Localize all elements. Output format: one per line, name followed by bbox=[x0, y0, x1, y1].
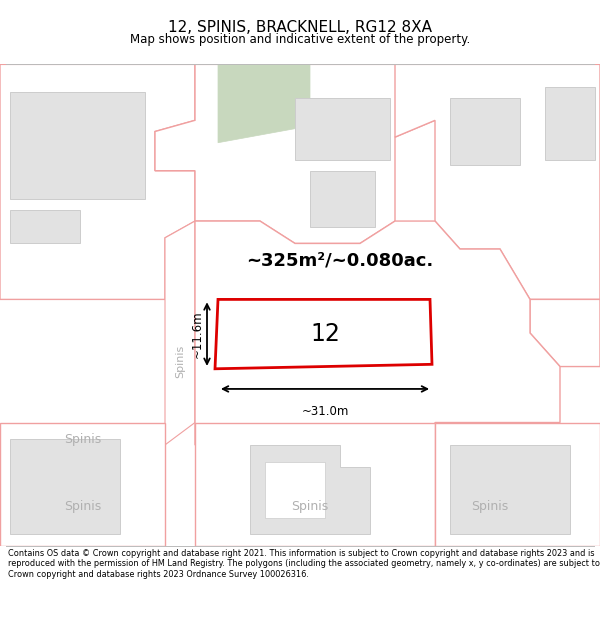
Text: ~11.6m: ~11.6m bbox=[191, 310, 204, 358]
Text: Contains OS data © Crown copyright and database right 2021. This information is : Contains OS data © Crown copyright and d… bbox=[8, 549, 600, 579]
Polygon shape bbox=[0, 422, 600, 462]
Polygon shape bbox=[395, 64, 600, 299]
Text: Spinis: Spinis bbox=[64, 500, 101, 513]
Polygon shape bbox=[218, 64, 310, 142]
Polygon shape bbox=[215, 299, 432, 369]
Polygon shape bbox=[250, 445, 370, 534]
Polygon shape bbox=[265, 462, 325, 518]
Polygon shape bbox=[155, 64, 435, 244]
Polygon shape bbox=[195, 221, 560, 445]
Text: ~325m²/~0.080ac.: ~325m²/~0.080ac. bbox=[247, 251, 434, 269]
Polygon shape bbox=[295, 98, 390, 159]
Polygon shape bbox=[435, 422, 600, 546]
Text: Map shows position and indicative extent of the property.: Map shows position and indicative extent… bbox=[130, 32, 470, 46]
Text: Spinis: Spinis bbox=[292, 500, 329, 513]
Text: 12: 12 bbox=[310, 322, 340, 346]
Text: Spinis: Spinis bbox=[175, 344, 185, 377]
Polygon shape bbox=[10, 92, 145, 199]
Polygon shape bbox=[10, 439, 120, 534]
Text: Spinis: Spinis bbox=[64, 432, 101, 446]
Polygon shape bbox=[450, 98, 520, 165]
Polygon shape bbox=[165, 221, 195, 445]
Text: Spinis: Spinis bbox=[472, 500, 509, 513]
Polygon shape bbox=[0, 64, 195, 299]
Polygon shape bbox=[10, 210, 80, 244]
Polygon shape bbox=[228, 305, 365, 342]
Text: 12, SPINIS, BRACKNELL, RG12 8XA: 12, SPINIS, BRACKNELL, RG12 8XA bbox=[168, 20, 432, 35]
Polygon shape bbox=[0, 422, 165, 546]
Polygon shape bbox=[195, 422, 435, 546]
Polygon shape bbox=[530, 299, 600, 366]
Polygon shape bbox=[545, 87, 595, 159]
Polygon shape bbox=[450, 445, 570, 534]
Polygon shape bbox=[310, 171, 375, 227]
Text: ~31.0m: ~31.0m bbox=[301, 404, 349, 418]
